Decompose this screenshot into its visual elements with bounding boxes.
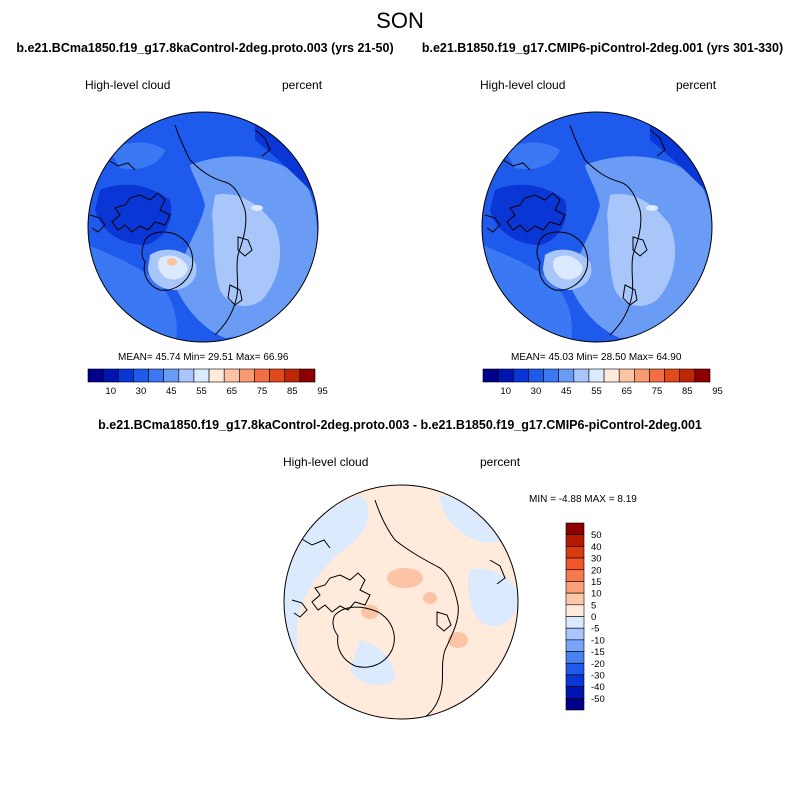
panel-3-variable-label: High-level cloud: [283, 455, 369, 469]
colorbar-swatch: [565, 569, 585, 582]
colorbar-tick-label: 45: [166, 386, 177, 397]
panel-3-map: [283, 484, 519, 720]
panel-1-variable-label: High-level cloud: [85, 78, 171, 92]
colorbar-tick-label: -15: [591, 647, 605, 658]
colorbar-tick-label: -30: [591, 670, 605, 681]
panel-2-stats: MEAN= 45.03 Min= 28.50 Max= 64.90: [511, 352, 682, 363]
colorbar-swatch: [664, 368, 681, 383]
colorbar-swatch: [565, 546, 585, 559]
colorbar-swatch: [565, 522, 585, 535]
colorbar-swatch: [565, 557, 585, 571]
colorbar-tick-label: -10: [591, 635, 605, 646]
colorbar-swatch: [565, 686, 585, 699]
colorbar-tick-label: -40: [591, 682, 605, 693]
colorbar-tick-label: 30: [591, 554, 602, 565]
colorbar-swatch: [565, 616, 585, 629]
colorbar-tick-label: 40: [591, 542, 602, 553]
colorbar-tick-label: 20: [591, 565, 602, 576]
colorbar-swatch: [497, 368, 514, 383]
figure-title: SON: [376, 8, 424, 33]
colorbar-swatch: [148, 368, 164, 383]
colorbar-swatch: [193, 368, 210, 383]
colorbar-swatch: [618, 368, 635, 383]
colorbar-swatch: [565, 627, 585, 641]
colorbar-swatch: [512, 368, 529, 383]
colorbar-swatch: [565, 698, 585, 711]
colorbar-tick-label: 0: [591, 612, 596, 623]
colorbar-swatch: [223, 368, 240, 383]
panel-2-unit-label: percent: [676, 78, 717, 92]
colorbar-swatch: [269, 368, 286, 383]
colorbar-tick-label: 75: [257, 386, 268, 397]
colorbar-tick-label: 65: [226, 386, 237, 397]
colorbar-swatch: [634, 368, 650, 383]
colorbar-tick-label: 65: [621, 386, 632, 397]
panel-1-colorbar: 10 30 45 55 65 75 85 95: [87, 368, 328, 397]
colorbar-swatch: [649, 368, 665, 383]
colorbar-tick-label: -50: [591, 694, 605, 705]
colorbar-swatch: [208, 368, 225, 383]
colorbar-tick-label: -20: [591, 659, 605, 670]
colorbar-swatch: [679, 368, 696, 383]
colorbar-tick-label: 10: [591, 589, 602, 600]
colorbar-swatch: [87, 368, 104, 383]
colorbar-swatch: [588, 368, 605, 383]
colorbar-tick-label: 95: [317, 386, 328, 397]
panel-1-stats: MEAN= 45.74 Min= 29.51 Max= 66.96: [118, 352, 289, 363]
panel-1-title: b.e21.BCma1850.f19_g17.8kaControl-2deg.p…: [16, 41, 394, 55]
panel-2-colorbar: 10 30 45 55 65 75 85 95: [482, 368, 723, 397]
panel-2-map: [481, 111, 713, 343]
panel-3-title: b.e21.BCma1850.f19_g17.8kaControl-2deg.p…: [98, 418, 702, 432]
colorbar-tick-label: 95: [712, 386, 723, 397]
colorbar-swatch: [573, 368, 590, 383]
colorbar-swatch: [694, 368, 711, 383]
colorbar-swatch: [565, 592, 585, 606]
colorbar-swatch: [565, 604, 585, 617]
colorbar-tick-label: 50: [591, 530, 602, 541]
colorbar-swatch: [565, 581, 585, 594]
colorbar-tick-label: -5: [591, 624, 599, 635]
colorbar-swatch: [178, 368, 195, 383]
colorbar-swatch: [482, 368, 499, 383]
colorbar-tick-label: 10: [105, 386, 116, 397]
colorbar-swatch: [558, 368, 575, 383]
colorbar-swatch: [102, 368, 119, 383]
colorbar-tick-label: 15: [591, 577, 602, 588]
colorbar-tick-label: 5: [591, 600, 596, 611]
colorbar-swatch: [603, 368, 620, 383]
colorbar-tick-label: 55: [196, 386, 207, 397]
colorbar-swatch: [565, 674, 585, 687]
colorbar-tick-label: 30: [531, 386, 542, 397]
colorbar-tick-label: 30: [136, 386, 147, 397]
colorbar-swatch: [565, 639, 585, 652]
colorbar-tick-label: 85: [682, 386, 693, 397]
panel-1-map: [87, 111, 319, 343]
panel-2-variable-label: High-level cloud: [480, 78, 566, 92]
colorbar-swatch: [543, 368, 559, 383]
colorbar-swatch: [284, 368, 301, 383]
colorbar-tick-label: 85: [287, 386, 298, 397]
colorbar-swatch: [163, 368, 180, 383]
colorbar-swatch: [239, 368, 255, 383]
colorbar-swatch: [133, 368, 149, 383]
colorbar-swatch: [299, 368, 316, 383]
panel-2-title: b.e21.B1850.f19_g17.CMIP6-piControl-2deg…: [421, 41, 784, 55]
panel-1-unit-label: percent: [282, 78, 323, 92]
colorbar-tick-label: 45: [561, 386, 572, 397]
colorbar-swatch: [565, 662, 585, 676]
colorbar-swatch: [528, 368, 544, 383]
colorbar-tick-label: 10: [500, 386, 511, 397]
colorbar-swatch: [254, 368, 270, 383]
colorbar-swatch: [565, 651, 585, 664]
colorbar-swatch: [117, 368, 134, 383]
colorbar-swatch: [565, 534, 585, 547]
panel-3-stats: MIN = -4.88 MAX = 8.19: [529, 494, 637, 505]
panel-3-unit-label: percent: [480, 455, 521, 469]
colorbar-tick-label: 55: [591, 386, 602, 397]
colorbar-tick-label: 75: [652, 386, 663, 397]
